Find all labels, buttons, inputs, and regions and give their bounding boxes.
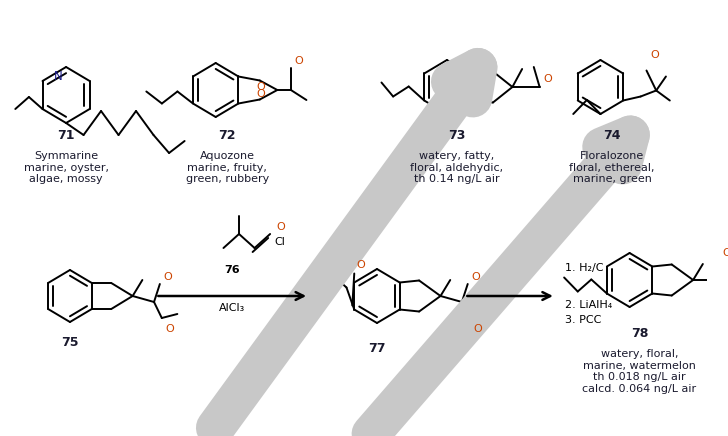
- Text: Cl: Cl: [274, 237, 285, 247]
- Text: 74: 74: [604, 129, 621, 142]
- Text: O: O: [256, 89, 265, 99]
- Text: 73: 73: [448, 129, 465, 142]
- Text: Aquozone
marine, fruity,
green, rubbery: Aquozone marine, fruity, green, rubbery: [186, 151, 269, 184]
- Text: O: O: [256, 82, 265, 92]
- Text: O: O: [295, 56, 304, 66]
- Text: O: O: [472, 272, 480, 282]
- Text: O: O: [473, 324, 482, 334]
- Text: 78: 78: [630, 327, 648, 340]
- Text: 3. PCC: 3. PCC: [566, 315, 602, 325]
- Text: O: O: [544, 74, 553, 84]
- Text: O: O: [722, 248, 728, 258]
- Text: Floralozone
floral, ethereal,
marine, green: Floralozone floral, ethereal, marine, gr…: [569, 151, 655, 184]
- Text: O: O: [166, 324, 175, 334]
- Text: AlCl₃: AlCl₃: [219, 303, 245, 313]
- Text: watery, floral,
marine, watermelon
th 0.018 ng/L air
calcd. 0.064 ng/L air: watery, floral, marine, watermelon th 0.…: [582, 349, 697, 394]
- Text: 71: 71: [58, 129, 75, 142]
- Text: 72: 72: [218, 129, 236, 142]
- Text: 77: 77: [368, 341, 386, 354]
- Text: 2. LiAlH₄: 2. LiAlH₄: [566, 300, 613, 310]
- Text: watery, fatty,
floral, aldehydic,
th 0.14 ng/L air: watery, fatty, floral, aldehydic, th 0.1…: [410, 151, 503, 184]
- Text: 1. H₂/C: 1. H₂/C: [566, 263, 604, 273]
- Text: Symmarine
marine, oyster,
algae, mossy: Symmarine marine, oyster, algae, mossy: [23, 151, 108, 184]
- Text: 75: 75: [61, 335, 79, 348]
- Text: O: O: [164, 272, 173, 282]
- Text: 76: 76: [224, 265, 240, 275]
- Text: O: O: [356, 259, 365, 269]
- Text: O: O: [650, 51, 659, 61]
- Text: N: N: [53, 70, 62, 83]
- Text: O: O: [276, 222, 285, 232]
